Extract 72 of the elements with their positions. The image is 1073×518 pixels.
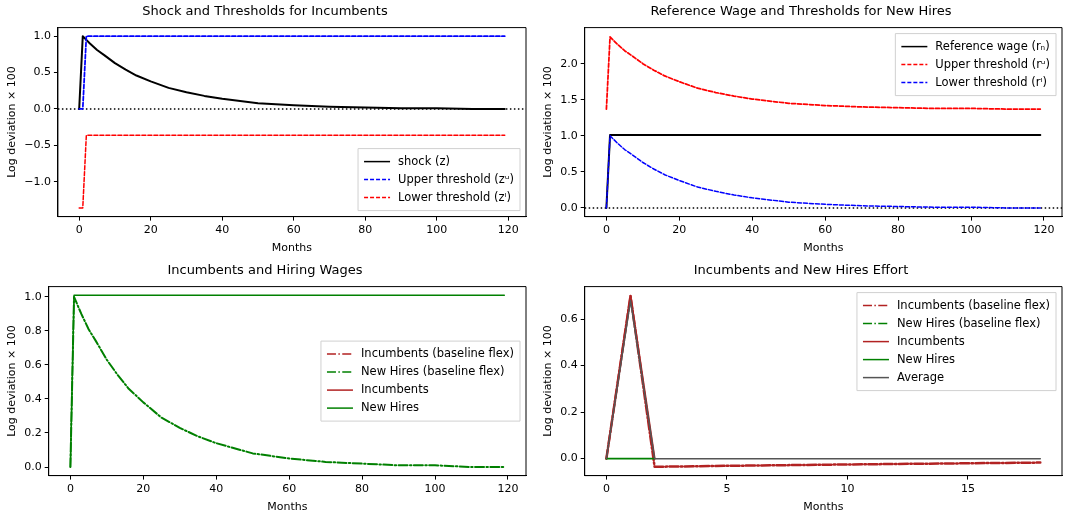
y-axis-title: Log deviation × 100 xyxy=(5,66,19,178)
y-tick-label: −0.5 xyxy=(24,138,51,152)
x-tick-label: 40 xyxy=(209,482,224,496)
legend-label: New Hires xyxy=(896,351,956,366)
x-axis-title: Months xyxy=(803,500,844,514)
y-tick-label: 0.0 xyxy=(560,200,578,214)
x-tick-label: 0 xyxy=(66,482,74,496)
y-tick-label: −1.0 xyxy=(24,174,51,188)
y-tick-label: 0.6 xyxy=(560,312,578,326)
y-tick-label: 0.4 xyxy=(560,358,578,372)
legend-label: Incumbents (baseline flex) xyxy=(360,346,515,361)
x-tick-label: 80 xyxy=(891,223,906,237)
y-axis-title: Log deviation × 100 xyxy=(541,66,555,178)
x-axis-title: Months xyxy=(271,241,313,255)
y-tick-label: 1.5 xyxy=(560,92,578,106)
legend-label: Incumbents xyxy=(360,382,429,397)
y-axis-title: Log deviation × 100 xyxy=(5,325,19,437)
legend-label: New Hires (baseline flex) xyxy=(360,364,505,379)
chart-title: Incumbents and New Hires Effort xyxy=(693,262,909,278)
x-tick-label: 100 xyxy=(426,223,448,237)
x-axis-title: Months xyxy=(267,500,308,514)
x-tick-label: 120 xyxy=(497,223,519,237)
x-tick-label: 100 xyxy=(960,223,982,237)
legend-label: Lower threshold (rˡ) xyxy=(935,74,1047,89)
y-tick-label: 0.5 xyxy=(33,65,51,79)
chart-title: Incumbents and Hiring Wages xyxy=(167,262,363,278)
legend-label: Incumbents (baseline flex) xyxy=(896,297,1051,312)
legend-label: Reference wage (rₙ) xyxy=(935,38,1050,53)
y-tick-label: 0.8 xyxy=(24,323,42,337)
y-tick-label: 0.0 xyxy=(560,451,578,465)
x-tick-label: 0 xyxy=(602,482,610,496)
x-tick-label: 60 xyxy=(282,482,297,496)
x-tick-label: 20 xyxy=(143,223,158,237)
x-tick-label: 20 xyxy=(136,482,151,496)
y-tick-label: 0.6 xyxy=(24,357,42,371)
y-tick-label: 1.0 xyxy=(24,289,42,303)
y-tick-label: 0.2 xyxy=(560,404,578,418)
legend-label: Incumbents xyxy=(896,333,965,348)
legend-label: New Hires xyxy=(360,400,420,415)
legend-label: shock (z) xyxy=(398,153,451,168)
legend-label: Average xyxy=(896,369,945,384)
x-axis-title: Months xyxy=(803,241,844,255)
y-tick-label: 0.4 xyxy=(24,391,42,405)
y-tick-label: 0.5 xyxy=(560,164,578,178)
y-tick-label: 1.0 xyxy=(560,128,578,142)
x-tick-label: 40 xyxy=(215,223,230,237)
x-tick-label: 60 xyxy=(286,223,301,237)
x-tick-label: 100 xyxy=(424,482,446,496)
x-tick-label: 60 xyxy=(818,223,833,237)
y-tick-label: 0.2 xyxy=(24,425,42,439)
chart-title: Shock and Thresholds for Incumbents xyxy=(142,3,388,19)
chart-title: Reference Wage and Thresholds for New Hires xyxy=(650,3,952,19)
x-tick-label: 80 xyxy=(358,223,373,237)
x-tick-label: 5 xyxy=(723,482,731,496)
y-tick-label: 1.0 xyxy=(33,29,51,43)
y-tick-label: 0.0 xyxy=(33,101,51,115)
y-tick-label: 2.0 xyxy=(560,56,578,70)
x-tick-label: 0 xyxy=(75,223,83,237)
y-tick-label: 0.0 xyxy=(24,459,42,473)
x-tick-label: 120 xyxy=(497,482,519,496)
x-tick-label: 10 xyxy=(840,482,855,496)
legend-label: New Hires (baseline flex) xyxy=(896,315,1041,330)
legend-label: Lower threshold (zˡ) xyxy=(398,189,511,204)
x-tick-label: 20 xyxy=(672,223,687,237)
y-axis-title: Log deviation × 100 xyxy=(541,325,555,437)
x-tick-label: 15 xyxy=(960,482,975,496)
x-tick-label: 0 xyxy=(602,223,610,237)
legend-label: Upper threshold (zᵘ) xyxy=(398,171,515,186)
legend-label: Upper threshold (rᵘ) xyxy=(935,56,1051,71)
x-tick-label: 40 xyxy=(745,223,760,237)
x-tick-label: 80 xyxy=(355,482,370,496)
x-tick-label: 120 xyxy=(1033,223,1055,237)
